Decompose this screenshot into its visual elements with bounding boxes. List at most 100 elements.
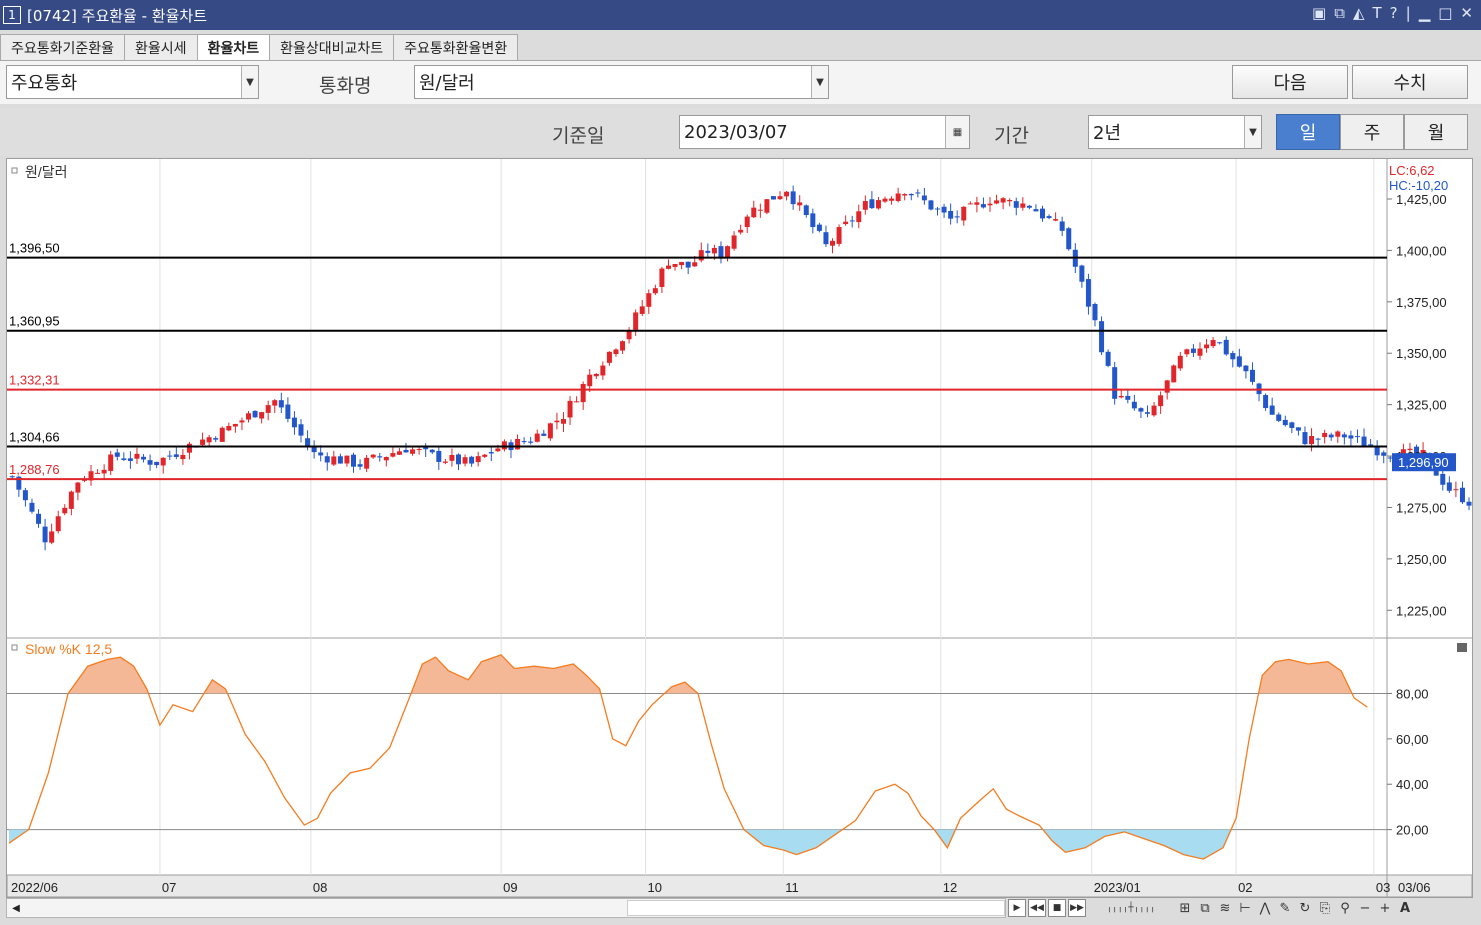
magnify-icon[interactable]: ⚲ [1340, 900, 1350, 916]
candle-body [423, 446, 429, 450]
horizontal-scrollbar[interactable]: ◀ [6, 898, 1006, 918]
copy-icon[interactable]: ⧉ [1200, 900, 1210, 916]
candle-body [1466, 501, 1472, 506]
candle-body [797, 202, 803, 206]
interval-month-button[interactable]: 월 [1404, 114, 1468, 150]
candle-body [764, 199, 770, 213]
candle-body [1282, 419, 1288, 426]
candle-body [711, 247, 717, 254]
candle-body [1249, 369, 1255, 382]
pin-icon[interactable]: ◭ [1352, 4, 1365, 22]
candles [9, 185, 1481, 551]
chevron-down-icon[interactable]: ▼ [1244, 116, 1261, 148]
candle-body [429, 449, 435, 453]
tab-major-currency-rate[interactable]: 주요통화기준환율 [0, 34, 126, 60]
candle-body [259, 412, 265, 419]
candle-body [272, 400, 278, 406]
base-date-field[interactable]: 2023/03/07 ▦ [679, 115, 970, 149]
interval-week-button[interactable]: 주 [1340, 114, 1404, 150]
layout-icon[interactable]: ▣ [1312, 4, 1327, 22]
export-icon[interactable]: ⎘ [1319, 900, 1331, 916]
candle-body [685, 261, 691, 268]
candle-body [830, 240, 836, 246]
category-select[interactable]: 주요통화 ▼ [6, 65, 259, 99]
candle-body [482, 454, 488, 457]
candle-body [994, 200, 1000, 204]
fast-forward-icon[interactable]: ▶▶ [1068, 899, 1086, 917]
crosshair-icon[interactable]: ⊢ [1239, 900, 1251, 916]
tab-rate-chart[interactable]: 환율차트 [196, 34, 271, 61]
candle-body [1092, 304, 1098, 321]
maximize-icon[interactable]: □ [1438, 4, 1453, 22]
timeline-icon[interactable]: ╷╷╷╷┼╷╷╷╷ [1106, 903, 1156, 913]
base-date-value: 2023/03/07 [684, 121, 788, 143]
minimize-icon[interactable]: ▁ [1418, 4, 1431, 22]
candle-body [278, 400, 284, 408]
currency-select[interactable]: 원/달러 ▼ [414, 65, 829, 99]
chart-type-icon[interactable]: ⊞ [1179, 900, 1191, 916]
tab-relative-chart[interactable]: 환율상대비교차트 [269, 34, 395, 60]
window-number-badge[interactable]: 1 [3, 6, 21, 24]
candle-body [744, 216, 750, 228]
tab-converter[interactable]: 주요통화환율변환 [393, 34, 519, 60]
candle-body [436, 450, 442, 462]
candle-body [1040, 208, 1045, 219]
chevron-down-icon[interactable]: ▼ [811, 66, 828, 98]
candle-body [1420, 449, 1426, 456]
candle-body [1171, 365, 1177, 383]
reference-lines: 1,396,50 1,360,95 1,332,31 1,304,66 1,288,76 [7, 241, 1387, 481]
candle-body [213, 438, 219, 440]
rewind-icon[interactable]: ◀◀ [1028, 899, 1046, 917]
candle-body [1079, 265, 1085, 282]
candle-body [1315, 438, 1321, 440]
panel-collapse-icon[interactable] [11, 644, 18, 651]
current-price-tag [1392, 453, 1456, 472]
interval-day-button[interactable]: 일 [1276, 114, 1340, 150]
chart-panel[interactable]: 1,396,50 1,360,95 1,332,31 1,304,66 1,288,76… [6, 158, 1481, 898]
candle-body [790, 191, 796, 205]
candle-body [1131, 401, 1137, 409]
value-button[interactable]: 수치 [1352, 65, 1468, 99]
play-icon[interactable]: ▶ [1008, 899, 1026, 917]
stoch-band-fills [9, 654, 1352, 860]
refresh-icon[interactable]: ↻ [1299, 900, 1311, 916]
candle-body [88, 471, 94, 481]
trend-icon[interactable]: ⋀ [1259, 900, 1271, 916]
next-button[interactable]: 다음 [1232, 65, 1348, 99]
help-icon[interactable]: ? [1389, 4, 1398, 22]
calendar-icon[interactable]: ▦ [945, 116, 969, 148]
panel-collapse-icon[interactable] [11, 167, 18, 174]
candle-body [442, 461, 448, 463]
candle-body [180, 454, 186, 460]
candle-body [1144, 412, 1150, 414]
scroll-left-icon[interactable]: ◀ [12, 902, 20, 914]
tab-rate-quote[interactable]: 환율시세 [124, 34, 198, 60]
candle-body [495, 448, 501, 452]
panel-close-icon[interactable] [1457, 643, 1467, 652]
chart-svg[interactable]: 1,396,50 1,360,95 1,332,31 1,304,66 1,288,76… [6, 159, 1481, 898]
stop-icon[interactable]: ■ [1048, 899, 1066, 917]
tile-icon[interactable]: ⧉ [1334, 4, 1345, 22]
candle-body [705, 250, 711, 253]
zoom-out-icon[interactable]: − [1359, 900, 1371, 916]
indicator-icon[interactable]: ≋ [1219, 900, 1231, 916]
font-size-icon[interactable]: A [1399, 900, 1411, 916]
candle-body [961, 206, 967, 221]
candle-body [1046, 216, 1052, 219]
zoom-in-icon[interactable]: + [1379, 900, 1391, 916]
candle-body [1263, 395, 1269, 409]
candle-body [1289, 422, 1295, 428]
period-select[interactable]: 2년 ▼ [1088, 115, 1262, 149]
price-panel-title: 원/달러 [25, 164, 68, 180]
candle-body [1446, 482, 1452, 491]
candle-body [1453, 489, 1459, 491]
scroll-thumb[interactable] [627, 900, 1005, 916]
candle-body [344, 455, 350, 464]
close-icon[interactable]: ✕ [1460, 4, 1473, 22]
candle-body [1020, 203, 1026, 208]
font-icon[interactable]: T [1372, 4, 1382, 22]
candle-body [200, 439, 206, 445]
draw-icon[interactable]: ✎ [1279, 900, 1291, 916]
oversold-fill [934, 829, 956, 848]
chevron-down-icon[interactable]: ▼ [241, 66, 258, 98]
